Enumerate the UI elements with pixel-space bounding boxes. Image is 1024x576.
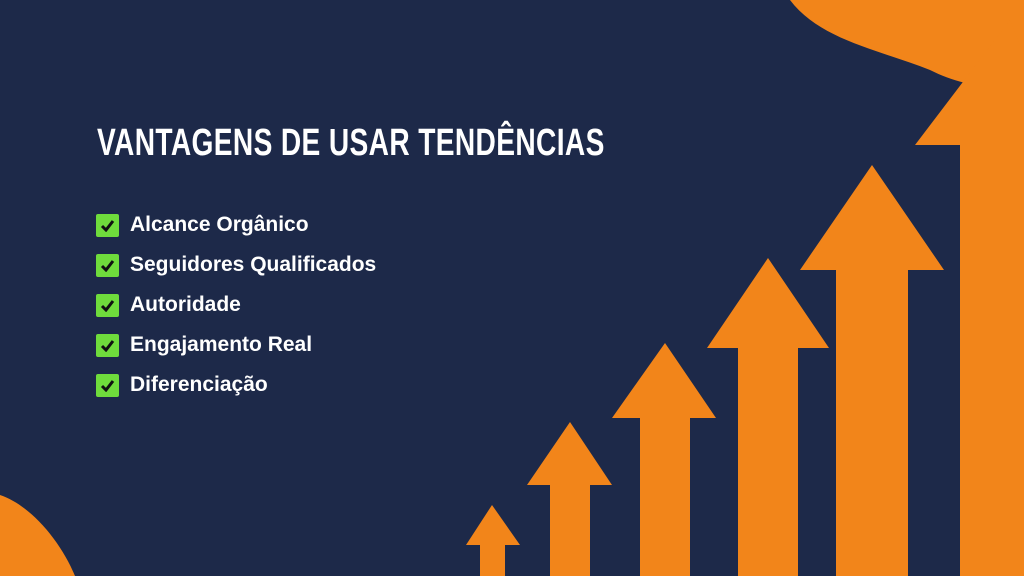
arrow-6: [915, 20, 1024, 576]
list-item-label: Autoridade: [130, 293, 241, 316]
check-icon: [96, 293, 119, 317]
orange-blob-bottom-left: [0, 495, 75, 576]
check-icon: [96, 213, 119, 237]
list-item: Autoridade: [96, 285, 376, 325]
list-item: Engajamento Real: [96, 325, 376, 365]
list-item-label: Engajamento Real: [130, 333, 313, 356]
arrow-4: [707, 258, 829, 576]
arrow-3: [612, 343, 716, 576]
page-title: VANTAGENS DE USAR TENDÊNCIAS: [97, 122, 605, 164]
orange-blob-top-right: [790, 0, 1024, 87]
check-icon: [96, 373, 119, 397]
check-icon: [96, 253, 119, 277]
growth-arrows: [466, 20, 1024, 576]
list-item: Seguidores Qualificados: [96, 245, 376, 285]
list-item-label: Alcance Orgânico: [130, 213, 309, 236]
list-item-label: Seguidores Qualificados: [130, 253, 377, 276]
arrow-2: [527, 422, 612, 576]
arrow-1: [466, 505, 520, 576]
list-item: Alcance Orgânico: [96, 205, 376, 245]
check-icon: [96, 333, 119, 357]
list-item: Diferenciação: [96, 365, 376, 405]
arrow-5: [800, 165, 944, 576]
list-item-label: Diferenciação: [130, 373, 268, 396]
advantages-list: Alcance Orgânico Seguidores Qualificados…: [96, 205, 376, 405]
